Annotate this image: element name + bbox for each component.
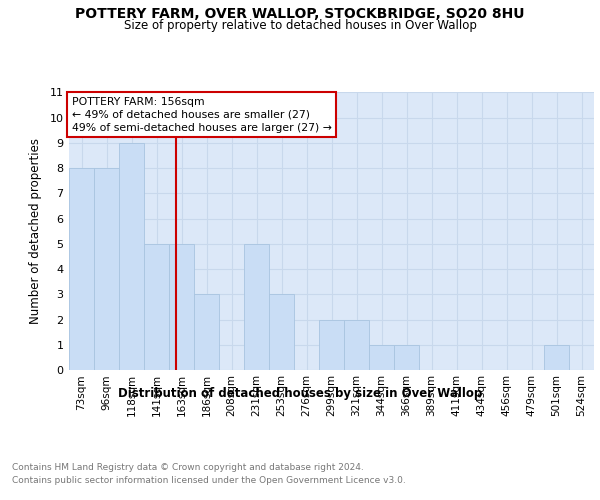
Bar <box>194 294 219 370</box>
Bar <box>319 320 344 370</box>
Bar <box>144 244 169 370</box>
Text: Size of property relative to detached houses in Over Wallop: Size of property relative to detached ho… <box>124 19 476 32</box>
Text: Distribution of detached houses by size in Over Wallop: Distribution of detached houses by size … <box>118 388 482 400</box>
Text: Contains HM Land Registry data © Crown copyright and database right 2024.: Contains HM Land Registry data © Crown c… <box>12 462 364 471</box>
Bar <box>94 168 119 370</box>
Bar <box>369 345 394 370</box>
Bar <box>244 244 269 370</box>
Y-axis label: Number of detached properties: Number of detached properties <box>29 138 43 324</box>
Bar <box>269 294 294 370</box>
Bar <box>119 143 144 370</box>
Bar <box>344 320 369 370</box>
Bar <box>169 244 194 370</box>
Bar <box>69 168 94 370</box>
Bar <box>544 345 569 370</box>
Text: POTTERY FARM: 156sqm
← 49% of detached houses are smaller (27)
49% of semi-detac: POTTERY FARM: 156sqm ← 49% of detached h… <box>71 96 331 133</box>
Bar <box>394 345 419 370</box>
Text: Contains public sector information licensed under the Open Government Licence v3: Contains public sector information licen… <box>12 476 406 485</box>
Text: POTTERY FARM, OVER WALLOP, STOCKBRIDGE, SO20 8HU: POTTERY FARM, OVER WALLOP, STOCKBRIDGE, … <box>75 8 525 22</box>
